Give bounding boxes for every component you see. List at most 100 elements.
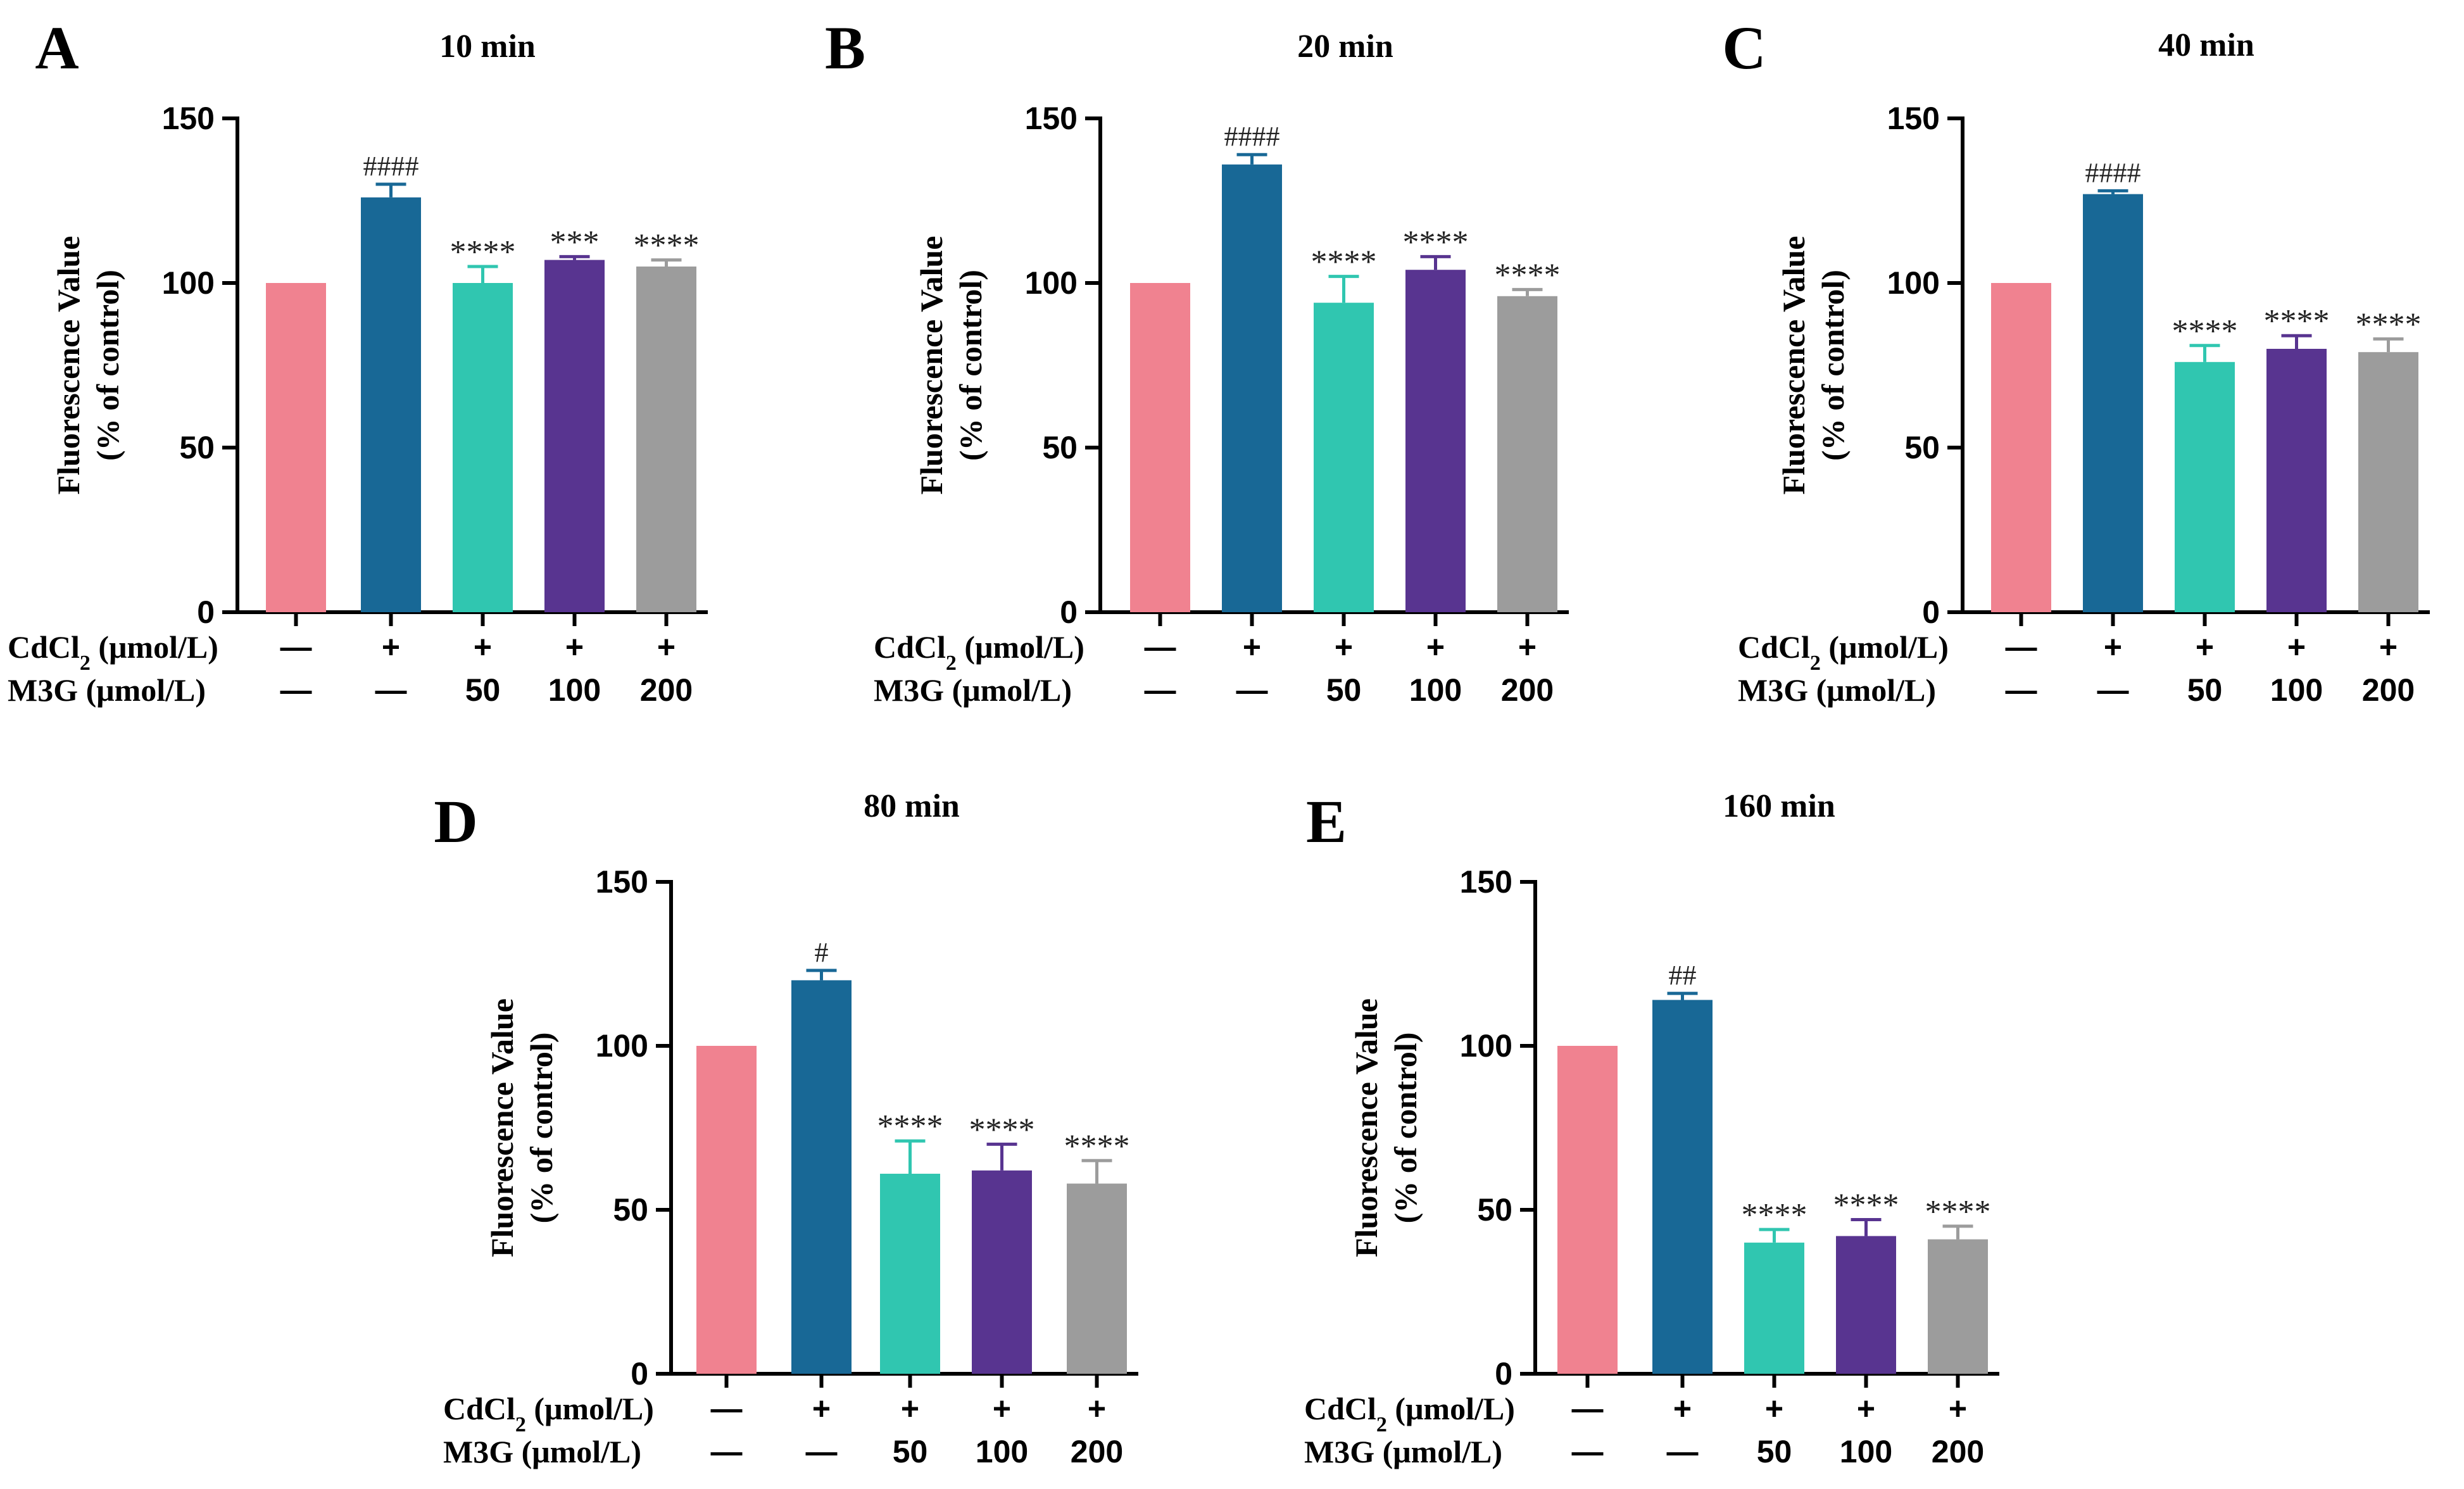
significance-label: **** xyxy=(1833,1188,1899,1224)
cdcl2-row-value: + xyxy=(1949,1391,1967,1426)
m3g-row-label: M3G (μmol/L) xyxy=(1738,672,1936,708)
y-tick-label: 100 xyxy=(1025,265,1078,301)
y-tick-label: 50 xyxy=(179,430,215,465)
m3g-row-value: 200 xyxy=(1071,1434,1123,1469)
bar xyxy=(1991,283,2051,612)
y-tick-label: 50 xyxy=(1042,430,1078,465)
panel-letter: A xyxy=(35,14,79,82)
cdcl2-row-value: + xyxy=(1857,1391,1875,1426)
cdcl2-row-label: CdCl2 (μmol/L) xyxy=(8,629,218,675)
bar xyxy=(1652,1000,1713,1374)
m3g-row-value: 100 xyxy=(1840,1434,1892,1469)
bar xyxy=(1497,296,1557,612)
cdcl2-row-value: + xyxy=(901,1391,919,1426)
cdcl2-label-main: CdCl xyxy=(1738,629,1810,665)
significance-label: **** xyxy=(2172,313,2238,349)
y-tick-label: 0 xyxy=(1922,594,1940,630)
m3g-row-value: — xyxy=(375,672,407,708)
panel-title: 160 min xyxy=(1723,788,1835,824)
m3g-row-value: — xyxy=(1572,1434,1604,1469)
m3g-row-value: 100 xyxy=(548,672,601,708)
panel-title: 20 min xyxy=(1297,28,1393,65)
cdcl2-row-value: + xyxy=(2379,629,2398,665)
y-axis-label-line: (% of control) xyxy=(1815,270,1851,461)
y-tick-label: 0 xyxy=(1060,594,1078,630)
panel-letter: E xyxy=(1306,788,1347,855)
y-axis-label-line: (% of control) xyxy=(1388,1033,1423,1224)
y-axis-label-line: (% of control) xyxy=(90,270,125,461)
cdcl2-row-label: CdCl2 (μmol/L) xyxy=(1738,629,1949,675)
bar xyxy=(1405,270,1466,612)
significance-label: #### xyxy=(363,151,419,182)
cdcl2-row-value: + xyxy=(812,1391,831,1426)
y-axis-label: Fluorescence Value (% of control) xyxy=(914,236,988,495)
panel-title: 80 min xyxy=(864,788,960,824)
y-axis-label: Fluorescence Value (% of control) xyxy=(1776,236,1851,495)
cdcl2-row-value: + xyxy=(1243,629,1261,665)
m3g-row-value: 50 xyxy=(2187,672,2223,708)
cdcl2-row-label: CdCl2 (μmol/L) xyxy=(874,629,1084,675)
bar xyxy=(2175,361,2235,612)
cdcl2-row-label: CdCl2 (μmol/L) xyxy=(443,1391,654,1436)
y-tick-label: 100 xyxy=(1887,265,1940,301)
cdcl2-label-subscript: 2 xyxy=(1810,651,1821,675)
m3g-row-value: — xyxy=(1145,672,1176,708)
y-tick-label: 50 xyxy=(1904,430,1940,465)
bar xyxy=(1744,1242,1804,1374)
panel-e: E 160 min 0 50 100 150 Fluorescence Value (% of… xyxy=(1304,788,1999,1469)
m3g-row-value: — xyxy=(280,672,312,708)
cdcl2-label-subscript: 2 xyxy=(1376,1413,1387,1436)
significance-label: #### xyxy=(2085,157,2141,188)
y-axis-label: Fluorescence Value (% of control) xyxy=(1348,998,1423,1257)
bar xyxy=(361,197,421,612)
cdcl2-row-value: + xyxy=(1088,1391,1106,1426)
bar xyxy=(636,267,696,612)
y-tick-label: 0 xyxy=(1495,1356,1512,1392)
y-tick-label: 150 xyxy=(1025,101,1078,136)
bar xyxy=(972,1170,1032,1374)
bar xyxy=(544,260,605,613)
bar xyxy=(791,980,852,1374)
cdcl2-label-main: CdCl xyxy=(1304,1391,1376,1426)
panel-letter: C xyxy=(1722,14,1766,82)
m3g-row-value: 100 xyxy=(1409,672,1462,708)
cdcl2-row-value: + xyxy=(2104,629,2122,665)
m3g-row-value: 50 xyxy=(1326,672,1362,708)
cdcl2-label-unit: (μmol/L) xyxy=(1387,1391,1515,1426)
cdcl2-row-value: + xyxy=(1765,1391,1783,1426)
m3g-row-value: — xyxy=(2097,672,2129,708)
cdcl2-label-unit: (μmol/L) xyxy=(91,629,218,665)
bar xyxy=(2266,349,2327,612)
significance-label: **** xyxy=(1311,244,1377,280)
significance-label: **** xyxy=(1064,1128,1130,1164)
y-axis-label-line: Fluorescence Value xyxy=(1776,236,1811,495)
m3g-row-value: 50 xyxy=(1757,1434,1792,1469)
y-tick-label: 0 xyxy=(631,1356,648,1392)
m3g-row-value: — xyxy=(806,1434,838,1469)
significance-label: **** xyxy=(2356,306,2422,342)
panel-b: B 20 min 0 50 100 150 Fluorescence Value (% of … xyxy=(825,14,1569,708)
significance-label: **** xyxy=(969,1112,1035,1148)
m3g-row-value: 200 xyxy=(640,672,693,708)
cdcl2-row-value: + xyxy=(1426,629,1445,665)
significance-label: # xyxy=(815,937,829,968)
cdcl2-row-value: + xyxy=(565,629,584,665)
cdcl2-row-value: — xyxy=(1572,1391,1604,1426)
cdcl2-row-value: + xyxy=(2196,629,2214,665)
cdcl2-row-value: + xyxy=(1335,629,1353,665)
y-tick-label: 100 xyxy=(596,1028,648,1064)
bar xyxy=(453,283,513,612)
bar xyxy=(1836,1236,1896,1374)
bar xyxy=(1222,164,1282,612)
m3g-row-value: 200 xyxy=(1932,1434,1984,1469)
cdcl2-row-value: + xyxy=(474,629,492,665)
cdcl2-row-value: + xyxy=(657,629,676,665)
bar xyxy=(1130,283,1190,612)
significance-label: **** xyxy=(1925,1194,1991,1230)
significance-label: **** xyxy=(2264,303,2330,339)
significance-label: **** xyxy=(1742,1197,1807,1233)
cdcl2-row-value: + xyxy=(2287,629,2306,665)
cdcl2-label-main: CdCl xyxy=(8,629,80,665)
significance-label: **** xyxy=(1495,257,1561,293)
m3g-row-value: 200 xyxy=(1501,672,1554,708)
